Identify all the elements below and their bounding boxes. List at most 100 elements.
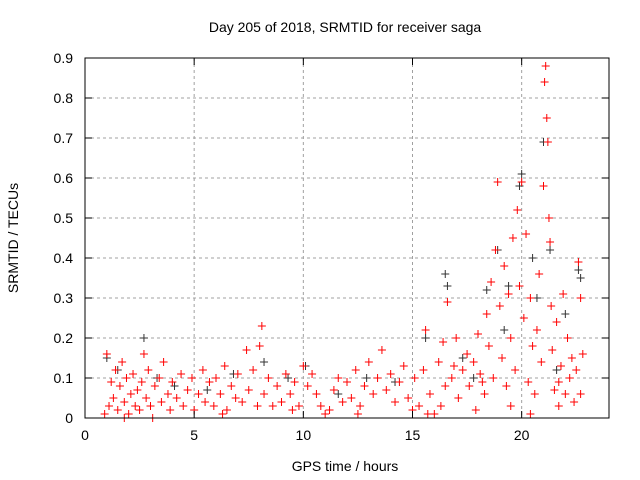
data-point — [360, 382, 369, 390]
data-point — [351, 366, 360, 374]
data-point — [441, 382, 450, 390]
data-point — [576, 390, 585, 398]
data-point — [574, 258, 583, 266]
data-point — [115, 382, 124, 390]
data-point — [524, 378, 533, 386]
data-point — [249, 366, 258, 374]
data-point — [321, 410, 330, 418]
data-point — [522, 230, 531, 238]
data-point — [528, 342, 537, 350]
data-point — [502, 382, 511, 390]
data-point — [391, 398, 400, 406]
y-tick-label: 0 — [65, 410, 73, 426]
data-point — [506, 402, 515, 410]
data-point — [242, 346, 251, 354]
data-point — [478, 378, 487, 386]
data-point — [281, 370, 290, 378]
data-point — [578, 350, 587, 358]
data-point — [100, 410, 109, 418]
data-point — [356, 402, 365, 410]
data-point — [233, 370, 242, 378]
data-point — [201, 398, 210, 406]
data-point — [415, 402, 424, 410]
data-point — [308, 370, 317, 378]
data-point — [439, 338, 448, 346]
x-tick-label: 10 — [296, 427, 312, 443]
series-dark — [102, 138, 585, 398]
data-point — [495, 302, 504, 310]
data-point — [404, 394, 413, 402]
data-point — [194, 390, 203, 398]
data-point — [139, 350, 148, 358]
data-point — [203, 386, 212, 394]
data-point — [436, 402, 445, 410]
x-tick-label: 15 — [405, 427, 421, 443]
data-point — [399, 362, 408, 370]
data-point — [537, 358, 546, 366]
data-point — [544, 214, 553, 222]
data-point — [205, 378, 214, 386]
data-point — [107, 378, 116, 386]
data-point — [286, 390, 295, 398]
data-point — [220, 362, 229, 370]
y-tick-label: 0.4 — [54, 250, 74, 266]
y-tick-label: 0.6 — [54, 170, 74, 186]
data-point — [449, 362, 458, 370]
data-point — [288, 406, 297, 414]
data-point — [353, 410, 362, 418]
data-point — [334, 390, 343, 398]
data-point — [561, 390, 570, 398]
y-tick-label: 0.9 — [54, 50, 74, 66]
data-point — [548, 346, 557, 354]
data-point — [299, 362, 308, 370]
data-point — [480, 390, 489, 398]
data-point — [347, 394, 356, 402]
data-point — [257, 322, 266, 330]
data-point — [458, 354, 467, 362]
data-point — [338, 398, 347, 406]
data-point — [513, 206, 522, 214]
data-point — [227, 382, 236, 390]
data-point — [552, 318, 561, 326]
data-point — [216, 390, 225, 398]
x-axis-label: GPS time / hours — [292, 458, 399, 474]
x-tick-label: 5 — [190, 427, 198, 443]
data-point — [565, 374, 574, 382]
data-point — [166, 406, 175, 414]
data-point — [552, 366, 561, 374]
data-point — [563, 334, 572, 342]
data-point — [172, 394, 181, 402]
data-point — [443, 282, 452, 290]
data-point — [469, 374, 478, 382]
data-point — [395, 378, 404, 386]
data-point — [541, 62, 550, 70]
data-point — [187, 374, 196, 382]
data-point — [198, 366, 207, 374]
data-point — [546, 238, 555, 246]
data-point — [312, 390, 321, 398]
data-point — [511, 366, 520, 374]
data-point — [556, 362, 565, 370]
x-tick-label: 20 — [514, 427, 530, 443]
data-point — [423, 410, 432, 418]
data-point — [469, 358, 478, 366]
y-tick-label: 0.5 — [54, 210, 74, 226]
data-point — [517, 178, 526, 186]
data-point — [443, 298, 452, 306]
data-point — [170, 382, 179, 390]
data-point — [498, 354, 507, 362]
data-point — [421, 334, 430, 342]
data-point — [109, 394, 118, 402]
data-point — [325, 406, 334, 414]
data-point — [506, 334, 515, 342]
data-point — [458, 366, 467, 374]
data-point — [139, 334, 148, 342]
data-point — [550, 386, 559, 394]
data-point — [463, 350, 472, 358]
data-point — [515, 182, 524, 190]
chart-title: Day 205 of 2018, SRMTID for receiver sag… — [209, 19, 482, 35]
data-point — [168, 378, 177, 386]
data-point — [476, 370, 485, 378]
data-point — [163, 390, 172, 398]
data-point — [111, 366, 120, 374]
